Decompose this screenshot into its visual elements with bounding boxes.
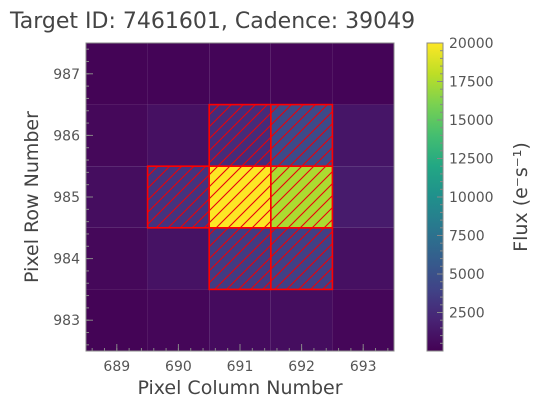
plot-area: 689 690 691 692 693 983 984 985 986 987 — [53, 42, 395, 375]
aperture-pixel — [269, 165, 334, 229]
aperture-mask — [146, 103, 334, 291]
heatmap-cell — [86, 166, 148, 228]
colorbar: 2500 5000 7500 10000 12500 15000 17500 20000 — [426, 36, 494, 352]
heatmap-cell — [86, 289, 148, 351]
heatmap-cell — [332, 43, 394, 105]
colorbar-tick-label: 7500 — [449, 229, 485, 245]
heatmap-cell — [86, 104, 148, 167]
heatmap-cell — [332, 227, 394, 290]
colorbar-tick-label: 15000 — [449, 113, 494, 129]
aperture-pixel — [146, 165, 211, 229]
y-tick-label: 985 — [53, 190, 80, 206]
heatmap-cell — [209, 289, 271, 351]
colorbar-label: Flux (e⁻s⁻¹) — [510, 142, 532, 252]
heatmap-cell — [147, 43, 210, 105]
y-axis-label: Pixel Row Number — [21, 111, 43, 283]
heatmap-cell — [86, 227, 148, 290]
heatmap-cell — [147, 289, 210, 351]
colorbar-tick-label: 12500 — [449, 152, 494, 168]
y-tick-label: 983 — [53, 313, 80, 329]
heatmap-cell — [270, 43, 333, 105]
chart-title: Target ID: 7461601, Cadence: 39049 — [9, 9, 415, 34]
y-tick-label: 986 — [53, 128, 80, 144]
y-tick-label: 984 — [53, 252, 80, 268]
aperture-pixel — [269, 227, 334, 291]
colorbar-ticks: 2500 5000 7500 10000 12500 15000 17500 20000 — [437, 36, 494, 344]
x-tick-label: 689 — [103, 359, 130, 375]
heatmap-cell — [86, 43, 148, 105]
x-tick-label: 692 — [288, 359, 315, 375]
aperture-pixel — [208, 103, 272, 167]
aperture-pixel — [208, 165, 272, 229]
y-axis: 983 984 985 986 987 — [53, 48, 93, 346]
colorbar-tick-label: 5000 — [449, 267, 485, 283]
heatmap-cell — [147, 227, 210, 290]
colorbar-tick-label: 10000 — [449, 190, 494, 206]
heatmap-cell — [147, 104, 210, 167]
heatmap-cell — [270, 289, 333, 351]
x-axis-label: Pixel Column Number — [137, 377, 342, 399]
colorbar-tick-label: 17500 — [449, 75, 494, 91]
x-tick-label: 690 — [165, 359, 192, 375]
heatmap-cell — [209, 43, 271, 105]
heatmap-cell — [332, 166, 394, 228]
x-axis: 689 690 691 692 693 — [91, 344, 389, 375]
x-tick-label: 691 — [227, 359, 254, 375]
heatmap-cell — [332, 104, 394, 167]
aperture-pixel — [269, 103, 334, 167]
heatmap-cell — [332, 289, 394, 351]
x-tick-label: 693 — [350, 359, 377, 375]
colorbar-tick-label: 20000 — [449, 36, 494, 52]
y-tick-label: 987 — [53, 67, 80, 83]
colorbar-tick-label: 2500 — [449, 306, 485, 322]
aperture-pixel — [208, 227, 272, 291]
